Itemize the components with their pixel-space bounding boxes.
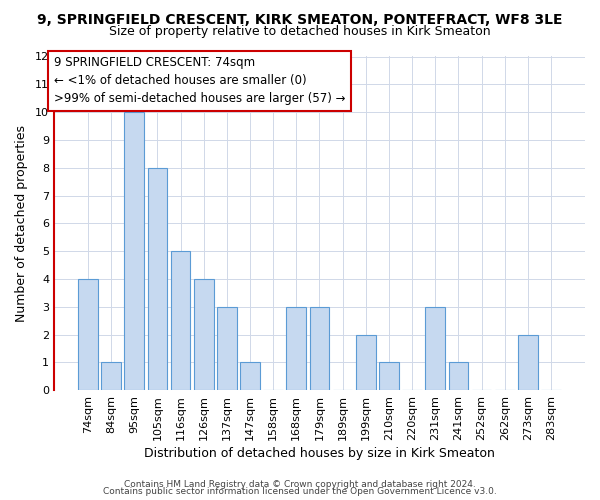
Text: 9 SPRINGFIELD CRESCENT: 74sqm
← <1% of detached houses are smaller (0)
>99% of s: 9 SPRINGFIELD CRESCENT: 74sqm ← <1% of d… — [54, 56, 346, 106]
Bar — [518, 334, 538, 390]
Text: 9, SPRINGFIELD CRESCENT, KIRK SMEATON, PONTEFRACT, WF8 3LE: 9, SPRINGFIELD CRESCENT, KIRK SMEATON, P… — [37, 12, 563, 26]
Bar — [194, 279, 214, 390]
X-axis label: Distribution of detached houses by size in Kirk Smeaton: Distribution of detached houses by size … — [144, 447, 495, 460]
Bar — [170, 251, 190, 390]
Bar — [217, 307, 236, 390]
Bar — [449, 362, 468, 390]
Bar — [379, 362, 399, 390]
Bar — [356, 334, 376, 390]
Text: Size of property relative to detached houses in Kirk Smeaton: Size of property relative to detached ho… — [109, 25, 491, 38]
Y-axis label: Number of detached properties: Number of detached properties — [15, 125, 28, 322]
Bar — [240, 362, 260, 390]
Bar — [124, 112, 144, 390]
Bar — [286, 307, 306, 390]
Bar — [78, 279, 98, 390]
Bar — [310, 307, 329, 390]
Bar — [148, 168, 167, 390]
Bar — [425, 307, 445, 390]
Text: Contains HM Land Registry data © Crown copyright and database right 2024.: Contains HM Land Registry data © Crown c… — [124, 480, 476, 489]
Bar — [101, 362, 121, 390]
Text: Contains public sector information licensed under the Open Government Licence v3: Contains public sector information licen… — [103, 488, 497, 496]
